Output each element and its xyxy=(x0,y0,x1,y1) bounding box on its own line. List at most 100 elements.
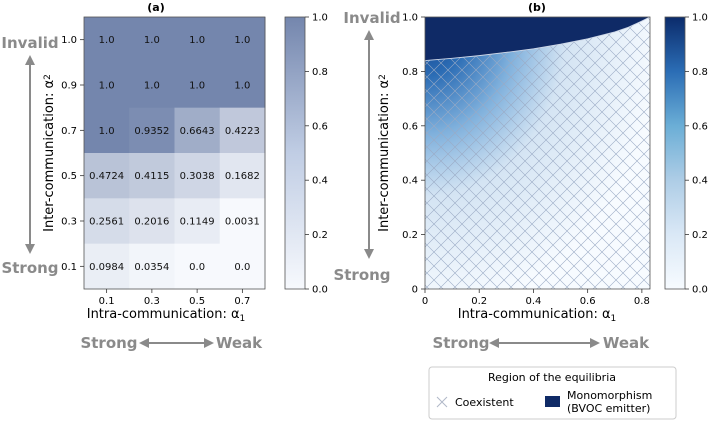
panel-a-title: (a) xyxy=(147,1,164,14)
colorbar-tick-label: 0.2 xyxy=(692,230,708,241)
y-tick-label: 0 xyxy=(412,285,418,296)
b-strong-x-label: Strong xyxy=(432,334,489,352)
a-invalid-label: Invalid xyxy=(1,34,58,52)
heatmap-cell-label: 0.9352 xyxy=(134,126,169,137)
coexistent-hatch xyxy=(425,17,650,289)
colorbar-tick-label: 0.4 xyxy=(692,176,708,187)
heatmap-cell: 0.4115 xyxy=(129,153,175,199)
b-invalid-label: Invalid xyxy=(343,9,400,27)
heatmap-cell: 1.0 xyxy=(219,17,266,63)
y-tick-label: 0.4 xyxy=(402,176,418,187)
heatmap-cell-label: 1.0 xyxy=(144,35,160,46)
panel-b-y-ticks: 0 0.2 0.4 0.6 0.8 1.0 xyxy=(402,13,425,296)
heatmap-cell: 1.0 xyxy=(174,17,221,63)
heatmap-cell: 0.4223 xyxy=(219,107,266,154)
panel-a-ylabel: Inter-communication: α2 xyxy=(42,74,57,232)
legend-coexistent-label: Coexistent xyxy=(455,396,514,409)
colorbar-tick-label: 0.8 xyxy=(312,67,328,78)
heatmap-cell: 1.0 xyxy=(84,62,130,109)
colorbar-tick-label: 0.8 xyxy=(692,67,708,78)
panel-b-xlabel: Intra-communication: α1 xyxy=(458,307,617,324)
panel-a-xlabel: Intra-communication: α1 xyxy=(87,307,246,324)
b-weak-x-label: Weak xyxy=(603,334,650,352)
b-strong-y-label: Strong xyxy=(333,266,390,284)
legend: Region of the equilibria Coexistent Mono… xyxy=(428,366,677,420)
y-tick-label: 0.2 xyxy=(402,230,418,241)
heatmap-y-ticks: 1.0 0.9 0.7 0.5 0.3 0.1 xyxy=(61,35,84,273)
heatmap-frame xyxy=(83,16,266,290)
colorbar-tick-label: 1.0 xyxy=(312,13,328,24)
colorbar-tick-label: 0.0 xyxy=(692,285,708,296)
heatmap-cells: 1.0 1.0 1.0 1.0 1.0 1.0 1.0 1.0 1.0 0.9352 0.6643 0… xyxy=(84,17,266,290)
y-tick-label: 1.0 xyxy=(402,13,418,24)
heatmap-cell-label: 0.0354 xyxy=(134,262,169,273)
heatmap-cell-label: 1.0 xyxy=(234,81,250,92)
legend-coexistent-marker xyxy=(436,396,448,408)
x-tick-label: 0.6 xyxy=(580,296,596,307)
heatmap-cell: 0.6643 xyxy=(174,107,221,154)
heatmap-cell: 0.0 xyxy=(174,243,221,290)
legend-box xyxy=(428,366,677,420)
heatmap-cell: 0.1149 xyxy=(174,198,221,245)
heatmap-cell-label: 0.0 xyxy=(189,262,205,273)
heatmap-cell-label: 0.2561 xyxy=(89,217,124,228)
colorbar-b xyxy=(664,16,686,290)
heatmap-cell-label: 1.0 xyxy=(99,35,115,46)
y-tick-label: 0.7 xyxy=(61,126,77,137)
y-tick-label: 0.1 xyxy=(61,262,77,273)
heatmap-cell-label: 1.0 xyxy=(189,81,205,92)
colorbar-tick-label: 0.6 xyxy=(312,121,328,132)
colorbar-a-ticks: 0.0 0.2 0.4 0.6 0.8 1.0 xyxy=(305,13,328,296)
panel-a: (a) 1.0 1.0 1.0 1.0 1.0 1.0 1.0 1.0 1.0 0.9352 0.6… xyxy=(1,1,328,352)
a-weak-x-label: Weak xyxy=(216,334,263,352)
colorbar-tick-label: 1.0 xyxy=(692,13,708,24)
colorbar-tick-label: 0.4 xyxy=(312,176,328,187)
heatmap-x-ticks: 0.1 0.3 0.5 0.7 xyxy=(99,289,250,307)
colorbar-b-ticks: 0.0 0.2 0.4 0.6 0.8 1.0 xyxy=(685,13,708,296)
heatmap-cell-label: 0.3038 xyxy=(180,171,215,182)
heatmap-cell: 0.9352 xyxy=(129,107,175,154)
y-tick-label: 0.8 xyxy=(402,67,418,78)
y-tick-label: 0.6 xyxy=(402,121,418,132)
legend-monomorphism-label: Monomorphism xyxy=(567,389,652,402)
heatmap-cell: 0.3038 xyxy=(174,153,221,199)
x-tick-label: 0.7 xyxy=(234,296,250,307)
heatmap-cell: 1.0 xyxy=(129,17,175,63)
colorbar-tick-label: 0.2 xyxy=(312,230,328,241)
panel-b-frame xyxy=(424,16,651,290)
y-tick-label: 0.9 xyxy=(61,81,77,92)
x-tick-label: 0 xyxy=(422,296,428,307)
heatmap-cell: 0.1682 xyxy=(219,153,266,199)
legend-monomorphism-sublabel: (BVOC emitter) xyxy=(567,402,650,415)
panel-b: (b) 0 0.2 0.4 0.6 0.8 0 0.2 0.4 0.6 0.8 1.0 0.0 0.… xyxy=(333,1,708,420)
heatmap-cell-label: 1.0 xyxy=(99,81,115,92)
y-tick-label: 1.0 xyxy=(61,35,77,46)
heatmap-cell-label: 0.4724 xyxy=(89,171,124,182)
heatmap-cell: 0.0354 xyxy=(129,243,175,290)
panel-b-title: (b) xyxy=(528,1,546,14)
heatmap-cell-label: 1.0 xyxy=(144,81,160,92)
a-strong-y-label: Strong xyxy=(1,259,58,277)
heatmap-cell: 1.0 xyxy=(219,62,266,109)
heatmap-cell-label: 0.6643 xyxy=(180,126,215,137)
heatmap-cell: 1.0 xyxy=(84,107,130,154)
heatmap-cell-label: 1.0 xyxy=(189,35,205,46)
heatmap-cell: 0.0 xyxy=(219,243,266,290)
y-tick-label: 0.5 xyxy=(61,171,77,182)
heatmap-cell-label: 0.2016 xyxy=(134,217,169,228)
heatmap-cell: 0.4724 xyxy=(84,153,130,199)
heatmap-cell-label: 0.1682 xyxy=(225,171,260,182)
heatmap-cell: 1.0 xyxy=(84,17,130,63)
heatmap-cell-label: 1.0 xyxy=(99,126,115,137)
heatmap-cell: 0.0031 xyxy=(219,198,266,245)
legend-monomorphism-marker xyxy=(545,396,560,407)
y-tick-label: 0.3 xyxy=(61,217,77,228)
x-tick-label: 0.1 xyxy=(99,296,115,307)
heatmap-cell: 1.0 xyxy=(174,62,221,109)
heatmap-cell-label: 0.0031 xyxy=(225,217,260,228)
heatmap-cell-label: 0.4115 xyxy=(134,171,169,182)
x-tick-label: 0.3 xyxy=(144,296,160,307)
x-tick-label: 0.2 xyxy=(471,296,487,307)
heatmap-cell: 0.2561 xyxy=(84,198,130,245)
